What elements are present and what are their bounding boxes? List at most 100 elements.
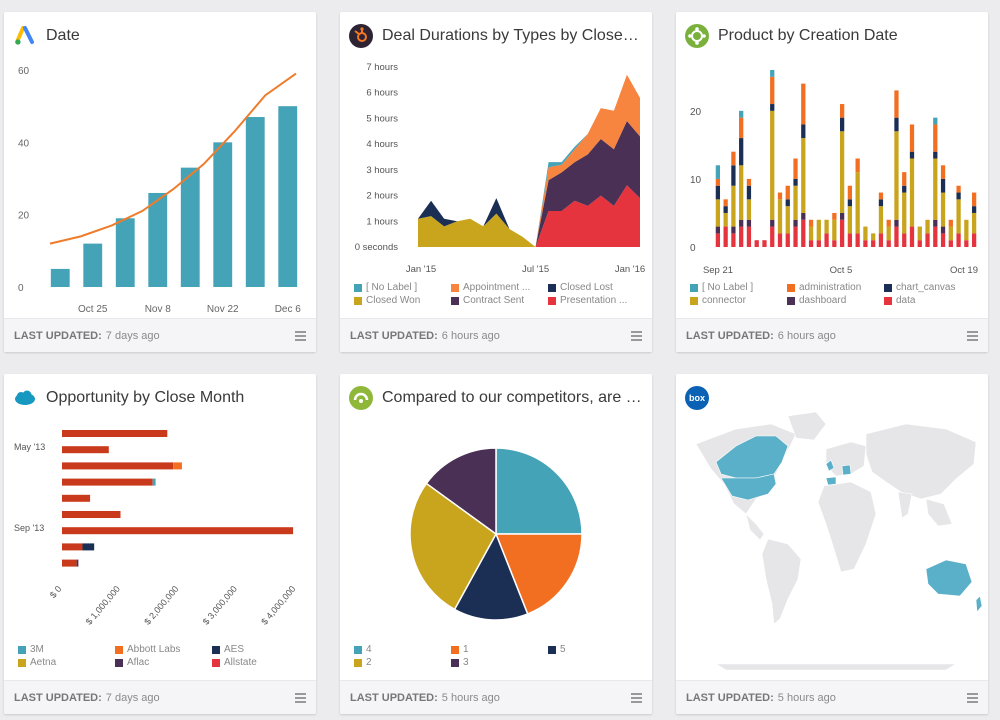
bar (50, 268, 70, 287)
stack-segment (971, 233, 977, 247)
hbar-segment (62, 478, 153, 486)
stack-segment (886, 219, 891, 227)
legend-item[interactable]: Closed Lost (548, 282, 645, 293)
legend-label: Closed Won (366, 295, 421, 306)
x-tick-label: $ 1,000,000 (84, 584, 122, 627)
legend-swatch (884, 296, 892, 305)
stack-segment (871, 240, 876, 247)
legend-label: 5 (560, 644, 566, 655)
legend-item[interactable]: Aetna (18, 657, 115, 668)
menu-icon[interactable] (967, 330, 978, 341)
map-region-usa (720, 473, 777, 501)
legend-item[interactable]: 3M (18, 644, 115, 655)
legend-swatch (354, 296, 362, 305)
stack-segment (739, 226, 744, 247)
stack-segment (793, 226, 798, 247)
legend-item[interactable]: Abbott Labs (115, 644, 212, 655)
hbar-segment (152, 478, 156, 486)
stack-segment (847, 199, 853, 207)
legend-item[interactable]: Appointment ... (451, 282, 548, 293)
legend-label: Allstate (224, 657, 257, 668)
card-date: Date 0 20 40 60 Oct 25 Nov 8 Nov 22 Dec 6 LAST … (4, 12, 316, 352)
stack-segment (902, 233, 907, 247)
hbar-segment (62, 543, 83, 551)
card-footer: LAST UPDATED: 5 hours ago (676, 680, 988, 714)
legend-item[interactable]: [ No Label ] (690, 282, 787, 293)
legend-label: Aetna (30, 657, 57, 668)
competitors-pie-chart (409, 447, 583, 621)
menu-icon[interactable] (967, 692, 978, 703)
menu-icon[interactable] (295, 692, 306, 703)
legend-item[interactable]: data (884, 295, 981, 306)
legend-swatch (548, 296, 556, 305)
area-series (418, 185, 640, 247)
stack-segment (940, 178, 946, 193)
stack-segment (948, 240, 953, 247)
card-header: Date (13, 23, 306, 49)
menu-icon[interactable] (631, 692, 642, 703)
pie-slice (495, 447, 583, 535)
legend-item[interactable]: [ No Label ] (354, 282, 451, 293)
stack-segment (739, 138, 744, 166)
stack-segment (723, 206, 728, 213)
stack-segment (801, 138, 806, 213)
card-opportunity: Opportunity by Close Month May '13 Sep '1… (4, 374, 316, 714)
legend-item[interactable]: Allstate (212, 657, 309, 668)
legend-label: AES (224, 644, 245, 655)
map-region-asia (865, 423, 977, 500)
x-tick-label: $ 0 (48, 584, 64, 600)
legend-item[interactable]: Presentation ... (548, 295, 645, 306)
legend-item[interactable]: Aflac (115, 657, 212, 668)
legend-item[interactable]: administration (787, 282, 884, 293)
stack-segment (770, 110, 775, 220)
legend-item[interactable]: chart_canvas (884, 282, 981, 293)
map-region-australia (925, 559, 973, 597)
legend-item[interactable]: 5 (548, 644, 645, 655)
chart-legend: 4 1 5 2 3 (354, 644, 645, 668)
card-footer: LAST UPDATED: 7 days ago (4, 680, 316, 714)
stack-segment (863, 226, 868, 241)
stack-segment (886, 226, 891, 241)
legend-item[interactable]: Contract Sent (451, 295, 548, 306)
legend-item[interactable]: dashboard (787, 295, 884, 306)
stack-segment (785, 185, 790, 200)
stack-segment (777, 199, 783, 234)
legend-item[interactable]: connector (690, 295, 787, 306)
y-tick-label: 0 (18, 283, 24, 294)
stack-segment (971, 206, 977, 213)
card-box-map: box LAST UPDATED: 5 hours ago (676, 374, 988, 714)
stack-segment (933, 158, 938, 220)
stack-segment (715, 165, 721, 179)
legend-item[interactable]: Closed Won (354, 295, 451, 306)
x-tick-label: Jan '16 (615, 264, 645, 275)
legend-item[interactable]: 2 (354, 657, 451, 668)
stack-segment (902, 172, 907, 186)
legend-label: dashboard (799, 295, 847, 306)
stack-segment (894, 131, 899, 220)
stack-segment (715, 226, 721, 234)
legend-item[interactable]: 1 (451, 644, 548, 655)
legend-item[interactable]: AES (212, 644, 309, 655)
stack-segment (770, 219, 775, 227)
x-tick-label: Sep 21 (703, 265, 733, 276)
legend-item[interactable]: 3 (451, 657, 548, 668)
menu-icon[interactable] (631, 330, 642, 341)
map-region-south-america (761, 538, 802, 625)
product-icon (685, 24, 709, 48)
legend-swatch (884, 283, 892, 292)
stack-segment (793, 178, 798, 186)
world-map[interactable] (676, 374, 988, 674)
stack-segment (731, 165, 736, 186)
stack-segment (894, 219, 899, 227)
last-updated-label: LAST UPDATED: (350, 691, 438, 704)
stack-segment (816, 240, 821, 247)
stack-segment (770, 76, 775, 105)
card-header: Opportunity by Close Month (13, 385, 306, 411)
last-updated-label: LAST UPDATED: (14, 329, 102, 342)
legend-item[interactable]: 4 (354, 644, 451, 655)
stack-segment (855, 233, 860, 247)
bar (245, 117, 265, 288)
last-updated-label: LAST UPDATED: (350, 329, 438, 342)
menu-icon[interactable] (295, 330, 306, 341)
hbar-segment (173, 462, 182, 470)
